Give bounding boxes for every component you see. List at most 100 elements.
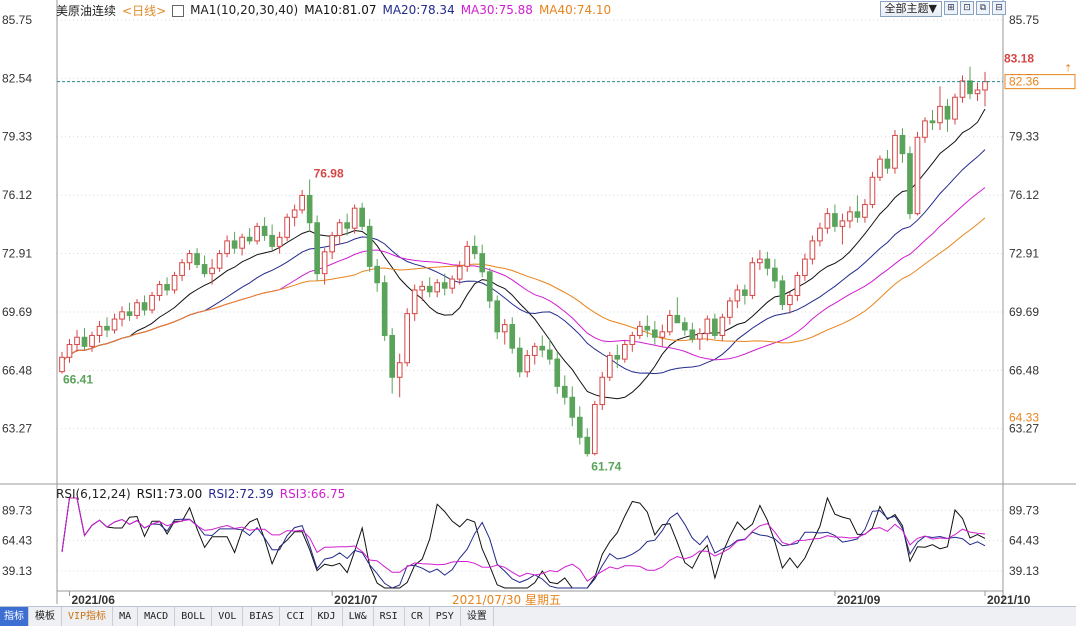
candle-body — [674, 314, 681, 324]
ma10-value: MA10:81.07 — [304, 3, 377, 17]
candle-body — [546, 349, 553, 360]
candle-body — [171, 274, 178, 291]
tab-indicators[interactable]: 指标 — [0, 607, 29, 626]
price-tick-left: 82.54 — [2, 71, 32, 85]
candle-body — [944, 105, 951, 120]
candlestick-series — [59, 66, 988, 457]
tab-macd[interactable]: MACD — [138, 607, 176, 626]
tab-ma[interactable]: MA — [113, 607, 139, 626]
indicator-icon[interactable] — [172, 5, 185, 17]
candle-body — [449, 278, 456, 289]
candle-body — [224, 240, 230, 255]
right-axis-marker: 64.33 — [1009, 410, 1039, 424]
start-low-label: 66.41 — [63, 373, 93, 387]
candle-body — [299, 194, 305, 211]
candle-body — [344, 222, 350, 229]
close-icon[interactable]: ⊟ — [992, 1, 1006, 15]
candle-body — [847, 211, 853, 222]
candle-body — [554, 358, 561, 387]
candle-body — [81, 336, 88, 347]
candle-body — [697, 333, 703, 340]
date-label: 2021/10 — [987, 593, 1031, 606]
candle-body — [659, 331, 666, 338]
price-tick-right: 76.12 — [1009, 188, 1039, 202]
candle-body — [809, 240, 816, 260]
tab-settings[interactable]: 设置 — [461, 607, 494, 626]
tab-vol[interactable]: VOL — [212, 607, 244, 626]
price-tick-left: 79.33 — [2, 130, 32, 144]
candle-body — [824, 213, 831, 229]
candle-body — [261, 225, 268, 236]
tab-templates[interactable]: 模板 — [29, 607, 62, 626]
price-chart[interactable]: 85.7585.7582.5482.5479.3379.3376.1276.12… — [0, 0, 1076, 606]
price-tick-right: 69.69 — [1009, 305, 1039, 319]
candle-body — [494, 300, 501, 333]
candle-body — [141, 302, 148, 311]
rsi-header: RSI(6,12,24) RSI1:73.00 RSI2:72.39 RSI3:… — [56, 487, 345, 501]
candle-body — [89, 334, 95, 347]
date-label: 2021/07 — [334, 593, 378, 606]
crosshair-date-label: 2021/07/30 星期五 — [452, 593, 561, 606]
candle-body — [959, 80, 966, 98]
tab-lw[interactable]: LW& — [343, 607, 374, 626]
chart-header: 美原油连续 <日线> MA1(10,20,30,40) MA10:81.07 M… — [56, 2, 611, 18]
tab-bias[interactable]: BIAS — [243, 607, 281, 626]
tab-kdj[interactable]: KDJ — [312, 607, 343, 626]
candle-body — [599, 376, 606, 406]
rsi3-value: RSI3:66.75 — [279, 487, 346, 501]
rsi-tick-right: 39.13 — [1009, 564, 1039, 578]
candle-body — [667, 314, 673, 333]
tab-cr[interactable]: CR — [405, 607, 430, 626]
candle-body — [539, 345, 546, 351]
current-price-label: 82.36 — [1009, 75, 1039, 89]
tab-boll[interactable]: BOLL — [175, 607, 213, 626]
candle-body — [704, 318, 711, 335]
october-high-label: 83.18 — [1004, 52, 1034, 66]
candle-body — [524, 354, 531, 373]
candle-body — [929, 120, 936, 124]
candle-body — [156, 284, 163, 296]
chart-axes: 85.7585.7582.5482.5479.3379.3376.1276.12… — [0, 0, 1076, 606]
tab-psy[interactable]: PSY — [430, 607, 461, 626]
candle-body — [186, 253, 193, 264]
zoom-icon[interactable]: ⊞ — [944, 1, 958, 15]
candle-body — [922, 120, 928, 138]
price-tick-right: 63.27 — [1009, 422, 1039, 436]
layout-icon[interactable]: ⊡ — [960, 1, 974, 15]
candle-body — [974, 89, 981, 95]
date-label: 2021/09 — [837, 593, 881, 606]
candle-body — [396, 362, 403, 378]
theme-selector-button[interactable]: 全部主题▼ — [879, 1, 942, 17]
candle-body — [509, 324, 516, 349]
rsi2-value: RSI2:72.39 — [208, 487, 274, 501]
symbol-name[interactable]: 美原油连续 — [56, 3, 117, 18]
rsi-tick-left: 64.43 — [2, 534, 32, 548]
candle-body — [314, 222, 320, 275]
price-tick-left: 66.48 — [2, 363, 32, 377]
candle-body — [269, 234, 275, 247]
candle-body — [982, 81, 988, 91]
chart-annotations: 82.36 ⇡ 64.33 66.41 76.98 61.74 83.18 — [57, 52, 1076, 474]
candle-body — [59, 356, 65, 373]
tab-vip-indicators[interactable]: VIP指标 — [62, 607, 114, 626]
candle-body — [839, 220, 846, 227]
candle-body — [486, 271, 493, 302]
rsi-tick-right: 64.43 — [1009, 534, 1039, 548]
rsi-title: RSI(6,12,24) — [56, 487, 131, 501]
candle-body — [802, 258, 808, 276]
candle-body — [374, 265, 380, 284]
restore-icon[interactable]: ⧉ — [976, 1, 990, 15]
candle-body — [119, 311, 125, 320]
rsi-lines — [61, 496, 986, 589]
candle-body — [216, 253, 223, 269]
august-low-label: 61.74 — [591, 460, 621, 474]
candle-body — [772, 267, 778, 282]
candle-body — [516, 347, 523, 373]
candle-body — [404, 313, 411, 364]
tab-cci[interactable]: CCI — [280, 607, 312, 626]
candle-body — [914, 136, 921, 215]
tab-rsi[interactable]: RSI — [374, 607, 405, 626]
period-label[interactable]: <日线> — [122, 3, 167, 18]
candle-body — [134, 302, 140, 316]
candle-body — [742, 289, 748, 296]
